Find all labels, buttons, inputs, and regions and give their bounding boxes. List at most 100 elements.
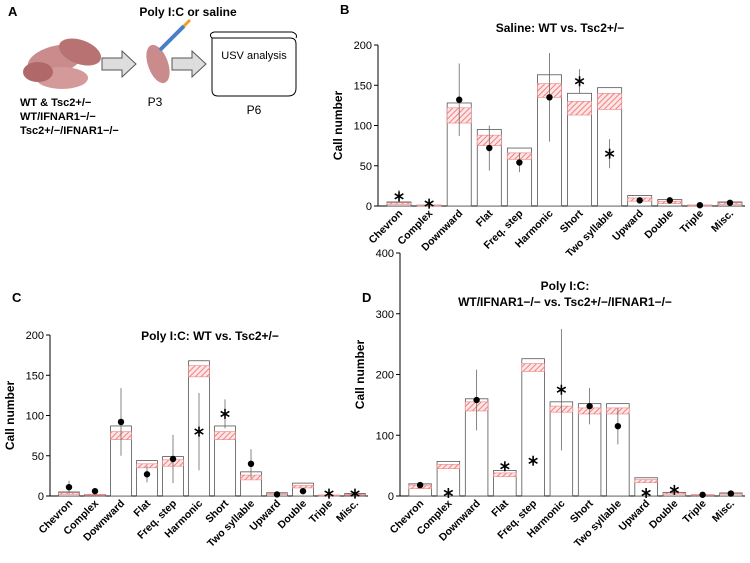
x-tick-label: Triple xyxy=(680,498,708,526)
y-axis-label: Call number xyxy=(3,381,17,451)
analysis-label: USV analysis xyxy=(221,50,287,62)
mean-dot xyxy=(636,197,643,204)
x-tick-label: Upward xyxy=(610,208,646,244)
mean-dot xyxy=(117,418,125,426)
panel-letter: C xyxy=(12,290,22,305)
hatched-band xyxy=(567,101,592,116)
panel-letter: B xyxy=(340,2,349,17)
x-tick-label: Short xyxy=(558,207,586,235)
significance-star xyxy=(556,384,567,395)
mean-dot xyxy=(666,197,673,204)
significance-star xyxy=(500,461,510,472)
arrow xyxy=(171,49,207,79)
mean-dot xyxy=(456,96,463,103)
x-tick-label: Misc. xyxy=(710,498,737,525)
x-tick-label: Flat xyxy=(131,497,153,519)
mean-dot xyxy=(696,201,704,209)
pups-image xyxy=(23,38,102,89)
hatched-band xyxy=(292,485,314,489)
mean-dot xyxy=(473,396,480,404)
mean-dot xyxy=(727,490,735,497)
significance-star xyxy=(669,484,680,495)
significance-star xyxy=(324,488,334,499)
chart-panel: D Poly I:C: WT/IFNAR1−/− vs. Tsc2+/−/IFNAR… xyxy=(353,248,745,550)
bar xyxy=(521,358,545,497)
x-tick-label: Double xyxy=(642,208,676,242)
y-tick-label: 0 xyxy=(38,491,44,503)
mean-dot xyxy=(486,144,493,152)
significance-star xyxy=(641,487,651,498)
day-label: P6 xyxy=(247,103,262,117)
y-tick-label: 150 xyxy=(26,370,44,382)
genotype: WT/IFNAR1−/− xyxy=(20,111,96,123)
x-tick-label: Triple xyxy=(678,208,706,236)
y-tick-label: 400 xyxy=(376,248,394,260)
x-tick-label: Flat xyxy=(489,497,511,519)
y-tick-label: 200 xyxy=(26,330,44,342)
mean-dot xyxy=(726,199,734,206)
hatched-band xyxy=(214,431,236,440)
y-tick-label: 100 xyxy=(26,411,44,423)
y-tick-label: 0 xyxy=(366,201,372,213)
hatched-band xyxy=(521,363,545,372)
significance-star xyxy=(604,148,615,159)
bar xyxy=(606,403,630,497)
hatched-band xyxy=(493,472,517,477)
mean-dot xyxy=(614,422,622,430)
x-tick-label: Double xyxy=(275,498,309,532)
y-tick-label: 50 xyxy=(32,451,44,463)
chart-panel: C Poly I:C: WT vs. Tsc2+/− Call number 0 50 1… xyxy=(3,290,368,550)
panel-letter: D xyxy=(362,290,371,305)
hatched-band xyxy=(386,202,412,205)
mean-dot xyxy=(143,471,151,478)
arrow xyxy=(101,49,137,79)
treatment-label: Poly I:C or saline xyxy=(139,5,237,19)
y-axis-label: Call number xyxy=(353,340,367,410)
y-axis-label: Call number xyxy=(331,91,345,161)
genotype: Tsc2+/−/IFNAR1−/− xyxy=(20,125,119,137)
mean-dot xyxy=(516,159,523,166)
x-tick-label: Flat xyxy=(474,207,496,229)
significance-star xyxy=(350,488,360,499)
chart-panel: B Saline: WT vs. Tsc2+/− Call number 0 50 100… xyxy=(331,2,745,260)
mean-dot xyxy=(273,491,281,498)
significance-star xyxy=(424,198,434,209)
x-tick-label: Misc. xyxy=(334,498,361,525)
y-tick-label: 50 xyxy=(360,161,372,173)
mean-dot xyxy=(169,455,177,463)
panel-letter: A xyxy=(8,4,18,19)
chart-subtitle: WT/IFNAR1−/− vs. Tsc2+/−/IFNAR1−/− xyxy=(458,295,672,309)
y-tick-label: 300 xyxy=(376,309,394,321)
x-tick-label: Double xyxy=(647,498,681,532)
scroll xyxy=(209,31,297,97)
mean-dot xyxy=(65,483,73,491)
hatched-band xyxy=(597,93,622,110)
hatched-band xyxy=(436,464,460,469)
y-tick-label: 100 xyxy=(376,430,394,442)
mean-dot xyxy=(586,402,593,410)
chart-title: Saline: WT vs. Tsc2+/− xyxy=(496,21,625,35)
x-tick-label: Upward xyxy=(617,498,653,534)
mean-dot xyxy=(699,491,706,498)
hatched-band xyxy=(634,479,658,483)
mean-dot xyxy=(416,481,424,489)
significance-star xyxy=(443,487,454,498)
mean-dot xyxy=(299,487,307,495)
injection-image xyxy=(146,18,192,84)
mean-dot xyxy=(91,487,99,495)
y-tick-label: 0 xyxy=(388,491,394,503)
mean-dot xyxy=(546,94,553,101)
chart-title: Poly I:C: WT vs. Tsc2+/− xyxy=(141,329,279,343)
y-tick-label: 200 xyxy=(376,370,394,382)
y-tick-label: 150 xyxy=(354,80,372,92)
y-tick-label: 100 xyxy=(354,121,372,133)
significance-star xyxy=(394,191,404,202)
genotype: WT & Tsc2+/− xyxy=(20,97,91,109)
x-tick-label: Triple xyxy=(307,498,335,526)
x-tick-label: Misc. xyxy=(709,208,736,235)
hatched-band xyxy=(188,365,210,378)
chart-title: Poly I:C: xyxy=(541,279,590,293)
y-tick-label: 200 xyxy=(354,40,372,52)
day-label: P3 xyxy=(148,95,163,109)
